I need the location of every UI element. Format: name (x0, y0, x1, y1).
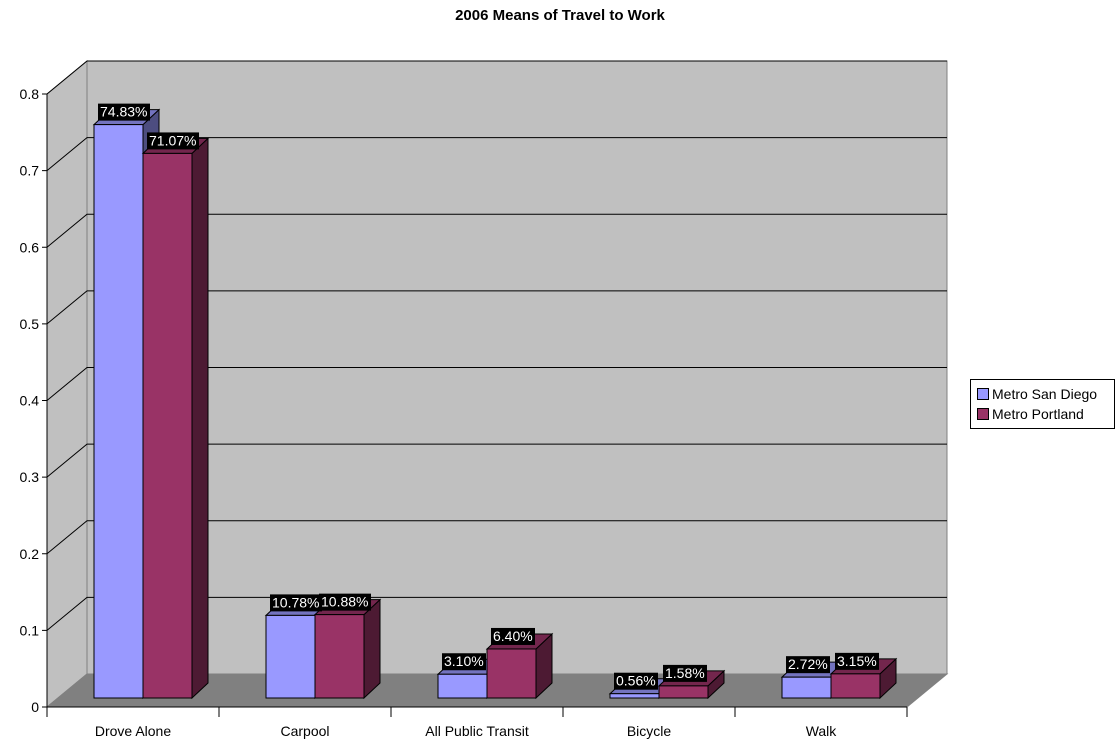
data-label-box (786, 656, 830, 674)
data-label-metro-portland-walk: 3.15% (835, 652, 879, 670)
data-label-metro-portland-carpool: 10.88% (319, 593, 371, 611)
legend-swatch-san-diego (977, 388, 989, 400)
data-label-text: 10.88% (321, 594, 368, 610)
data-label-text: 2.72% (788, 656, 828, 672)
y-tick-label: 0.1 (20, 622, 40, 638)
bar-side (363, 598, 381, 700)
gridlines (46, 60, 947, 631)
gridline (46, 213, 947, 248)
data-label-box (98, 103, 150, 121)
data-label-box (614, 672, 658, 690)
gridline (46, 60, 947, 95)
legend-label-san-diego: Metro San Diego (992, 386, 1098, 402)
gridline (46, 443, 947, 478)
data-label-text: 74.83% (100, 104, 147, 120)
category-label-drove-alone: Drove Alone (95, 723, 171, 739)
data-label-metro-san-diego-carpool: 10.78% (270, 594, 322, 612)
legend-item-san-diego: Metro San Diego (977, 384, 1114, 404)
bar-front (609, 693, 660, 699)
bar-front (658, 685, 709, 699)
bar-front (830, 673, 881, 699)
axes: 0 0.1 0.2 0.3 0.4 0.5 0.6 0.7 0.8 Drove Alone Carp… (20, 86, 908, 739)
bar-front (314, 614, 365, 699)
bar-metro-portland-drove-alone (141, 137, 210, 700)
data-label-metro-san-diego-bicycle: 0.56% (614, 672, 658, 690)
gridline (46, 367, 947, 401)
y-tick-label: 0.3 (20, 469, 40, 485)
bar-front (781, 676, 832, 699)
bar-front (93, 124, 144, 699)
bar-front (486, 648, 537, 699)
data-label-box (442, 653, 486, 671)
bar-front (265, 614, 316, 699)
gridline (46, 596, 947, 631)
data-label-text: 3.10% (444, 653, 484, 669)
y-tick-label: 0.7 (20, 163, 40, 179)
data-label-metro-san-diego-walk: 2.72% (786, 656, 830, 674)
data-label-box (270, 594, 322, 612)
data-labels: 74.83%71.07% 10.78% 10.88% 3.10% 6.40% 0.56% 1… (98, 103, 879, 690)
gridline (46, 137, 947, 172)
data-label-metro-portland-all-public-transit: 6.40% (491, 627, 535, 645)
data-label-box (319, 593, 371, 611)
bar-front (437, 673, 488, 699)
category-label-bicycle: Bicycle (627, 723, 672, 739)
gridline (46, 520, 947, 555)
category-label-carpool: Carpool (280, 723, 329, 739)
bar-metro-portland-carpool (313, 598, 382, 700)
legend: Metro San Diego Metro Portland (970, 379, 1115, 429)
bar-side (191, 137, 209, 700)
data-label-metro-portland-drove-alone: 71.07% (147, 132, 199, 150)
data-label-metro-portland-bicycle: 1.58% (663, 664, 707, 682)
legend-label-portland: Metro Portland (992, 406, 1084, 422)
data-label-metro-san-diego-drove-alone: 74.83% (98, 103, 150, 121)
category-label-all-public-transit: All Public Transit (425, 723, 529, 739)
data-label-metro-san-diego-all-public-transit: 3.10% (442, 653, 486, 671)
data-label-box (491, 627, 535, 645)
category-label-walk: Walk (806, 723, 838, 739)
data-label-text: 71.07% (149, 132, 196, 148)
data-label-text: 0.56% (616, 673, 656, 689)
data-label-box (835, 652, 879, 670)
bar-front (142, 152, 193, 699)
data-label-text: 1.58% (665, 665, 705, 681)
y-tick-label: 0 (31, 699, 39, 715)
y-tick-label: 0.2 (20, 546, 40, 562)
data-label-box (663, 664, 707, 682)
y-tick-label: 0.5 (20, 316, 40, 332)
y-tick-label: 0.4 (20, 393, 40, 409)
data-label-text: 10.78% (272, 594, 319, 610)
y-tick-label: 0.6 (20, 239, 40, 255)
gridline (46, 290, 947, 325)
data-label-text: 3.15% (837, 653, 877, 669)
y-tick-label: 0.8 (20, 86, 40, 102)
legend-swatch-portland (977, 408, 989, 420)
legend-item-portland: Metro Portland (977, 404, 1114, 424)
data-label-box (147, 132, 199, 150)
chart-title: 2006 Means of Travel to Work (455, 7, 665, 24)
data-label-text: 6.40% (493, 628, 533, 644)
